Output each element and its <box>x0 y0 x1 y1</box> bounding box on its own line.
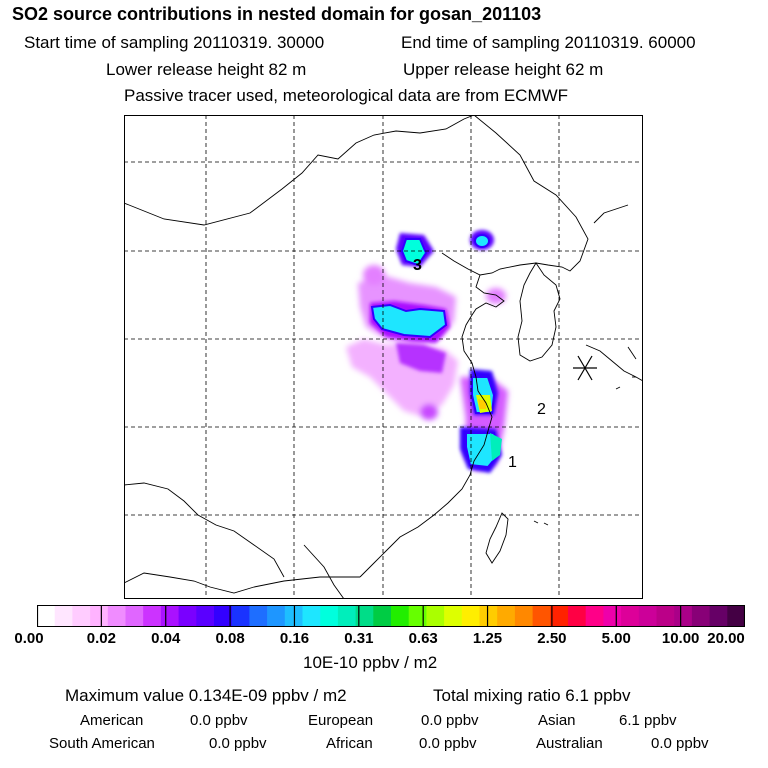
colorbar-tick-label: 0.63 <box>408 630 438 647</box>
chart-title: SO2 source contributions in nested domai… <box>12 4 542 24</box>
colorbar-swatch <box>408 605 427 627</box>
region-name: European <box>308 712 374 729</box>
region-value: 0.0 ppbv <box>209 735 267 752</box>
tracer-note: Passive tracer used, meteorological data… <box>124 86 569 105</box>
colorbar-swatch <box>568 605 587 627</box>
maximum-value-label: Maximum value 0.134E-09 ppbv / m2 <box>65 686 347 705</box>
colorbar-swatch <box>603 605 622 627</box>
colorbar-swatch <box>514 605 533 627</box>
colorbar-swatch <box>249 605 268 627</box>
colorbar-swatch <box>727 605 745 627</box>
colorbar-swatch <box>691 605 710 627</box>
region-name: Australian <box>536 735 603 752</box>
colorbar-swatch <box>497 605 516 627</box>
colorbar-tick-label: 5.00 <box>601 630 631 647</box>
receptor-asterisk <box>573 355 597 381</box>
colorbar-swatch <box>709 605 728 627</box>
colorbar-swatch <box>284 605 303 627</box>
colorbar-border <box>37 605 745 627</box>
colorbar-swatch <box>231 605 250 627</box>
colorbar-swatch <box>196 605 215 627</box>
colorbar-swatch <box>143 605 162 627</box>
colorbar-tick-label: 0.31 <box>344 630 374 647</box>
colorbar-tick-label: 0.04 <box>151 630 181 647</box>
colorbar-swatch <box>426 605 445 627</box>
colorbar-swatch <box>461 605 480 627</box>
colorbar-swatch <box>267 605 286 627</box>
region-name: Asian <box>538 712 576 729</box>
colorbar-swatch <box>214 605 233 627</box>
map-grid <box>124 115 643 599</box>
total-mixing-ratio-label: Total mixing ratio 6.1 ppbv <box>433 686 631 705</box>
colorbar-swatch <box>125 605 144 627</box>
colorbar-swatch <box>355 605 374 627</box>
colorbar-swatch <box>585 605 604 627</box>
colorbar-tick-label: 2.50 <box>537 630 567 647</box>
colorbar-swatch <box>550 605 569 627</box>
annotation-label: 1 <box>508 454 517 471</box>
region-name: African <box>326 735 373 752</box>
annotation-label: 2 <box>537 401 546 418</box>
colorbar-swatch <box>444 605 463 627</box>
colorbar-tick-label: 0.00 <box>14 630 44 647</box>
region-name: South American <box>49 735 155 752</box>
lower-release-label: Lower release height 82 m <box>106 60 307 79</box>
colorbar <box>37 605 745 627</box>
colorbar-swatch <box>178 605 197 627</box>
colorbar-swatch <box>302 605 321 627</box>
colorbar-swatch <box>674 605 693 627</box>
region-value: 0.0 ppbv <box>190 712 248 729</box>
end-time-label: End time of sampling 20110319. 60000 <box>401 33 696 52</box>
colorbar-swatch <box>54 605 73 627</box>
region-value: 0.0 ppbv <box>651 735 709 752</box>
map-outlines <box>124 115 643 599</box>
colorbar-swatch <box>532 605 551 627</box>
colorbar-swatch <box>479 605 498 627</box>
plume-high <box>370 234 502 469</box>
colorbar-unit-label: 10E-10 ppbv / m2 <box>303 653 438 672</box>
colorbar-swatch <box>107 605 126 627</box>
colorbar-swatch <box>320 605 339 627</box>
colorbar-swatch <box>638 605 657 627</box>
colorbar-swatch <box>160 605 179 627</box>
region-name: American <box>80 712 144 729</box>
concentration-map: 3 2 1 <box>124 115 643 599</box>
colorbar-swatch <box>337 605 356 627</box>
region-value: 0.0 ppbv <box>419 735 477 752</box>
start-time-label: Start time of sampling 20110319. 30000 <box>24 33 325 52</box>
colorbar-tick-label: 0.02 <box>86 630 116 647</box>
region-value: 6.1 ppbv <box>619 712 677 729</box>
colorbar-swatch <box>72 605 91 627</box>
colorbar-tick-label: 0.16 <box>279 630 310 647</box>
colorbar-swatch <box>90 605 109 627</box>
colorbar-tick-label: 1.25 <box>472 630 503 647</box>
colorbar-tick-label: 20.00 <box>707 630 745 647</box>
colorbar-swatch <box>391 605 410 627</box>
colorbar-swatch <box>37 605 56 627</box>
region-value: 0.0 ppbv <box>421 712 479 729</box>
colorbar-tick-label: 0.08 <box>215 630 245 647</box>
colorbar-tick-label: 10.00 <box>661 630 700 647</box>
colorbar-ticks: 0.00 0.02 0.04 0.08 0.16 0.31 0.63 1.25 2.50 5.00… <box>0 630 768 650</box>
annotation-label: 3 <box>413 257 422 274</box>
upper-release-label: Upper release height 62 m <box>403 60 604 79</box>
colorbar-swatch <box>373 605 392 627</box>
colorbar-swatch <box>621 605 640 627</box>
colorbar-swatch <box>656 605 675 627</box>
